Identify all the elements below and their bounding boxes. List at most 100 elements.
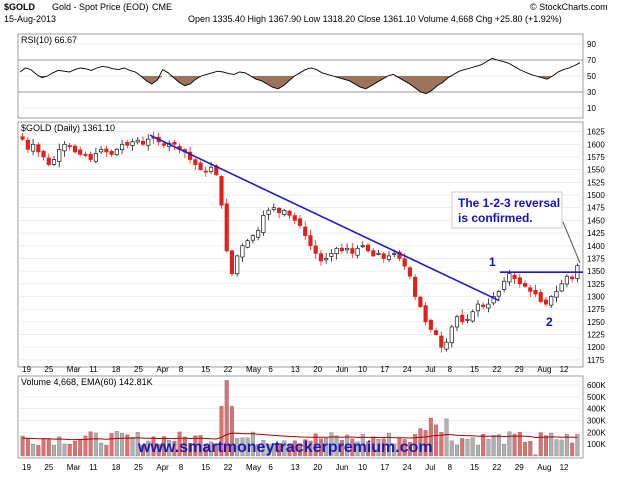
volume-bar [93,432,98,457]
price-tick-label: 1200 [587,343,605,352]
volume-bar [25,438,30,457]
candle-body [538,292,543,302]
price-panel [17,121,584,368]
candle-body [308,235,313,247]
candle-body [543,299,549,305]
volume-bar [245,437,250,457]
x-tick-label: 25 [44,365,53,374]
price-tick-label: 1475 [587,204,605,213]
price-tick-label: 1550 [587,166,605,175]
volume-bar [575,433,580,457]
volume-bar [397,438,402,457]
volume-bar [193,435,198,457]
volume-bar [381,438,386,457]
volume-bar [564,433,569,457]
volume-bar [434,424,439,457]
candle-body [355,247,360,256]
x-tick-label: 12 [560,365,569,374]
candle-body [198,162,203,171]
x-tick-label: 15 [470,463,479,472]
x-tick-label: 6 [268,365,273,374]
volume-bar [350,438,355,457]
x-tick-label: Jul [425,365,435,374]
candle-body [57,149,62,162]
candle-body [20,136,25,140]
volume-bar [318,438,323,457]
volume-bar [339,440,344,457]
x-tick-label: 18 [112,365,121,374]
x-tick-label: 17 [380,365,389,374]
volume-bar [303,439,308,457]
x-tick-label: 6 [268,463,273,472]
volume-bar [156,444,161,457]
candle-body [381,253,386,259]
volume-bar [308,440,313,457]
candle-body [125,142,130,146]
x-tick-label: 29 [515,365,524,374]
volume-tick-label: 600K [587,381,606,390]
candle-body [444,341,449,350]
candle-body [418,296,423,308]
x-tick-label: 22 [224,365,233,374]
volume-bar [559,439,564,457]
volume-bar [31,443,36,457]
volume-bar [366,441,371,457]
price-tick-label: 1350 [587,267,605,276]
volume-bar [386,432,391,457]
volume-bar [135,432,140,457]
x-tick-label: Apr [156,463,169,472]
price-tick-label: 1325 [587,280,605,289]
volume-bar [120,433,125,457]
x-tick-label: 24 [403,463,412,472]
price-tick-label: 1275 [587,305,605,314]
candle-body [287,210,292,216]
x-tick-label: May [246,365,261,374]
candle-body [564,275,569,285]
candle-body [371,250,376,257]
volume-bar [507,431,512,457]
candle-body [392,253,397,255]
price-tick-label: 1500 [587,191,605,200]
volume-bar [250,431,255,457]
price-tick-label: 1425 [587,229,605,238]
chart-date: 15-Aug-2013 [4,14,56,24]
candle-body [397,251,402,259]
volume-bar [161,436,166,457]
volume-bar [72,440,77,457]
candle-body [235,255,240,275]
volume-tick-label: 100K [587,440,606,449]
volume-bar [392,443,397,457]
candle-body [549,296,554,306]
candle-body [402,258,407,267]
volume-bar [360,434,365,457]
candle-body [496,291,501,297]
candle-body [245,240,250,248]
volume-tick-labels: 600K 500K 400K 300K 200K 100K [587,381,606,449]
candle-body [303,226,308,236]
candle-body [329,253,334,257]
candle-body [240,245,245,258]
x-tick-label: 8 [448,463,453,472]
volume-grid [18,384,583,445]
volume-bar [172,440,177,457]
volume-bar [182,436,187,457]
price-tick-labels: 1625 1600 1575 1550 1525 1500 1475 1450 1425 1400… [587,128,605,365]
x-tick-label: Jun [336,463,349,472]
candle-body [276,207,282,214]
x-tick-label: 22 [492,463,501,472]
volume-bar [256,443,261,457]
volume-tick-label: 400K [587,405,606,414]
volume-bar [235,438,240,457]
x-tick-label: Mar [67,365,81,374]
candle-body [517,277,522,285]
candle-body [465,318,470,321]
x-tick-label: Aug [537,365,551,374]
candle-body [522,283,528,287]
x-tick-label: 17 [380,463,389,472]
candle-body [83,153,88,156]
candle-body [365,244,371,252]
candle-body [439,335,444,348]
volume-bar [282,440,287,457]
x-axis-labels: 19 25 Mar 11 18 25 Apr 8 15 22 May 6 13 20 Jun 10 17 24 Ju… [22,365,569,374]
